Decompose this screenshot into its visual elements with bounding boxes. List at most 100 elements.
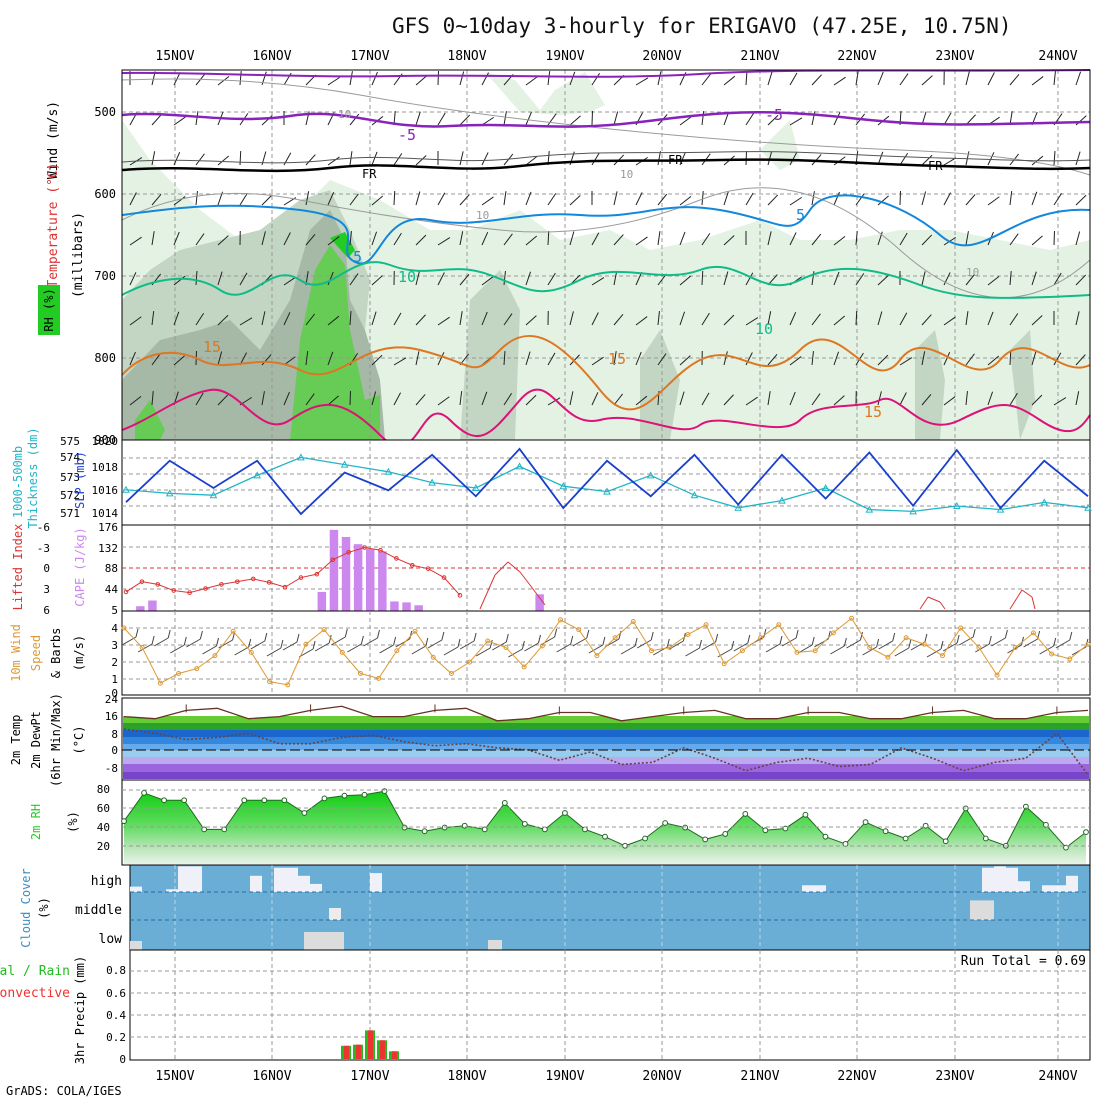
wind-barb bbox=[151, 193, 162, 206]
date-label: 17NOV bbox=[350, 1069, 389, 1084]
wind-speed-point bbox=[703, 622, 709, 628]
cape-bar bbox=[329, 529, 339, 611]
wind-barb-flag bbox=[554, 628, 558, 638]
wind-barb-flag bbox=[586, 629, 590, 639]
wind-barb-flag bbox=[457, 638, 461, 648]
wind-barb bbox=[811, 313, 821, 326]
wind-barb bbox=[1031, 235, 1043, 246]
rh2m-point bbox=[922, 822, 929, 829]
precip-bar-convective bbox=[392, 1051, 397, 1059]
wind-barb bbox=[591, 232, 600, 246]
wind-barb bbox=[459, 194, 470, 206]
li-point bbox=[346, 549, 351, 555]
cloud-bar-high bbox=[1018, 881, 1030, 892]
li-segment bbox=[919, 596, 929, 610]
li-point bbox=[330, 557, 336, 563]
axis-tick: -6 bbox=[37, 521, 50, 534]
wind-barb bbox=[679, 231, 686, 246]
wind-speed-point bbox=[412, 628, 418, 634]
wind-speed-point bbox=[394, 648, 400, 654]
li-point bbox=[235, 579, 240, 584]
wind-barb bbox=[767, 114, 779, 126]
contour-label: 10 bbox=[338, 108, 351, 121]
wind-barb bbox=[151, 231, 155, 246]
wind-barb bbox=[1055, 639, 1071, 649]
wind-barb-flag bbox=[441, 631, 445, 641]
li-segment bbox=[1009, 589, 1023, 610]
wind-barb-flag bbox=[731, 640, 735, 650]
thickness-point bbox=[952, 501, 961, 509]
wind-barb bbox=[481, 196, 494, 206]
wind-barb bbox=[679, 391, 685, 406]
wind-barb bbox=[525, 191, 532, 206]
rh2m-point bbox=[541, 826, 548, 833]
wind-barb bbox=[723, 351, 728, 366]
wind-barb bbox=[427, 639, 443, 649]
li-segment bbox=[494, 561, 509, 576]
date-label: 24NOV bbox=[1038, 1069, 1077, 1084]
wind-barb bbox=[877, 195, 889, 206]
wind-barb bbox=[613, 393, 624, 406]
wind-barb bbox=[894, 647, 910, 657]
rh2m-point bbox=[421, 828, 428, 835]
wind-barb bbox=[899, 73, 909, 86]
wind-barb bbox=[481, 72, 490, 86]
wind-barb bbox=[767, 151, 773, 166]
rh2m-point bbox=[1083, 829, 1089, 836]
cape-bar bbox=[136, 606, 145, 611]
wind-speed-point bbox=[1085, 641, 1091, 647]
axis-tick: 700 bbox=[94, 269, 116, 283]
cape-bar bbox=[341, 537, 351, 611]
wind-barb bbox=[151, 151, 156, 166]
contour-label: FR bbox=[668, 153, 683, 167]
wind-barb bbox=[129, 316, 142, 326]
wind-speed-point bbox=[321, 627, 327, 633]
wind-barb bbox=[261, 354, 272, 366]
wind-barb-flag bbox=[876, 638, 880, 648]
rh2m-point bbox=[562, 810, 568, 816]
li-point bbox=[425, 566, 431, 571]
wind-barb bbox=[349, 71, 353, 86]
cloud-bar-low bbox=[130, 941, 142, 950]
wind-barb bbox=[635, 272, 643, 286]
cloud-bar-high bbox=[1006, 867, 1018, 892]
wind-barb bbox=[965, 353, 975, 366]
cape-bar bbox=[317, 591, 327, 611]
wind-barb bbox=[701, 73, 712, 86]
axis-tick: 3 bbox=[111, 639, 118, 652]
wind-barb bbox=[965, 273, 976, 286]
wind-barb bbox=[1009, 233, 1019, 246]
wind-barb bbox=[987, 152, 995, 166]
axis-tick: 0 bbox=[111, 687, 118, 700]
rh2m-point bbox=[682, 824, 689, 831]
wind-speed-point bbox=[903, 635, 909, 641]
axis-label: 3hr Precip (mm) bbox=[73, 956, 87, 1064]
date-label: 18NOV bbox=[447, 49, 486, 64]
wind-barb bbox=[572, 637, 588, 647]
wind-barb bbox=[657, 353, 667, 366]
wind-barb-flag bbox=[908, 639, 912, 649]
wind-barb bbox=[1031, 315, 1043, 326]
date-label: 24NOV bbox=[1038, 49, 1077, 64]
wind-barb bbox=[503, 313, 513, 326]
axis-label: 2m Temp bbox=[9, 715, 23, 766]
wind-barb bbox=[733, 642, 749, 652]
axis-label: 10m Wind bbox=[9, 624, 23, 682]
wind-barb bbox=[349, 310, 352, 326]
wind-barb bbox=[781, 637, 797, 647]
rh2m-point bbox=[381, 788, 388, 795]
wind-barb bbox=[305, 154, 316, 166]
wind-speed-point bbox=[539, 643, 545, 649]
cloud-bar-low bbox=[304, 932, 344, 950]
axis-tick: 900 bbox=[94, 433, 116, 447]
wind-barb bbox=[613, 234, 624, 246]
wind-barb bbox=[524, 642, 539, 652]
wind-speed-point bbox=[958, 625, 964, 631]
wind-barb bbox=[283, 391, 290, 406]
rh2m-point bbox=[401, 824, 408, 831]
wind-barb bbox=[503, 191, 507, 206]
wind-barb bbox=[481, 232, 489, 246]
cloud-bar-high bbox=[190, 866, 202, 892]
axis-tick: 8 bbox=[111, 728, 118, 741]
